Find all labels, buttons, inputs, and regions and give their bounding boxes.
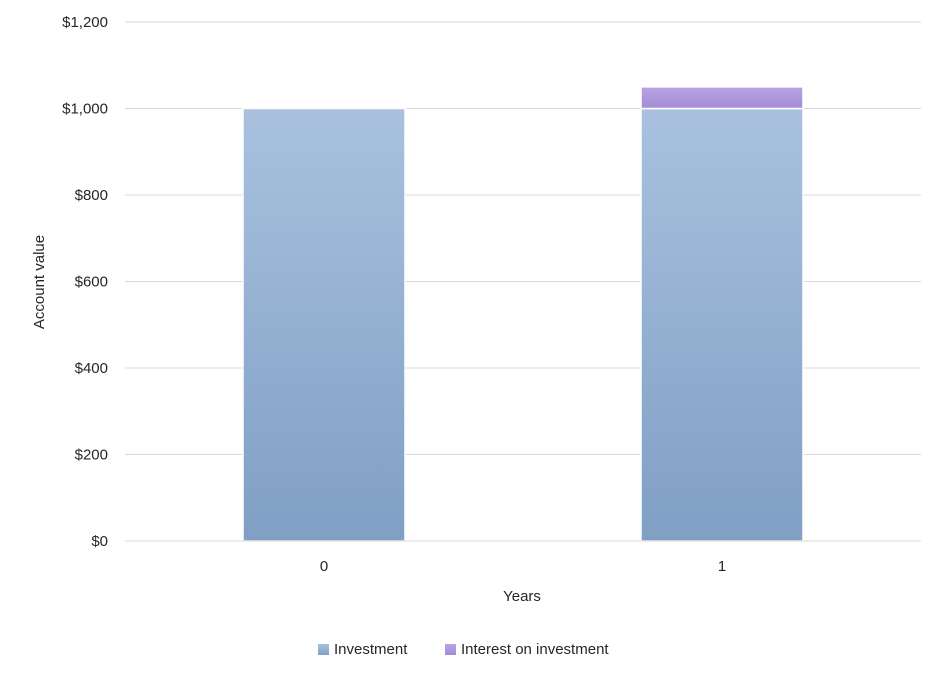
- y-tick-label: $400: [75, 360, 108, 377]
- x-axis-title: Years: [503, 588, 541, 605]
- bar-interest-year-1: [640, 86, 804, 110]
- y-tick-label: $1,200: [62, 14, 108, 31]
- legend: Investment Interest on investment: [318, 641, 609, 658]
- bar-investment-year-0: [242, 107, 406, 542]
- bar-investment-year-1: [640, 107, 804, 542]
- legend-label-interest: Interest on investment: [461, 641, 609, 658]
- y-tick-label: $1,000: [62, 101, 108, 118]
- bars: [125, 86, 921, 542]
- legend-swatch-interest: [445, 644, 456, 655]
- y-tick-label: $600: [75, 274, 108, 291]
- y-axis-title: Account value: [31, 235, 48, 329]
- y-tick-label: $0: [91, 533, 108, 550]
- legend-swatch-investment: [318, 644, 329, 655]
- y-axis-ticks: $0 $200 $400 $600 $800 $1,000 $1,200: [62, 14, 108, 550]
- y-tick-label: $200: [75, 447, 108, 464]
- legend-label-investment: Investment: [334, 641, 408, 658]
- x-tick-label: 0: [320, 558, 328, 575]
- y-tick-label: $800: [75, 187, 108, 204]
- x-tick-label: 1: [718, 558, 726, 575]
